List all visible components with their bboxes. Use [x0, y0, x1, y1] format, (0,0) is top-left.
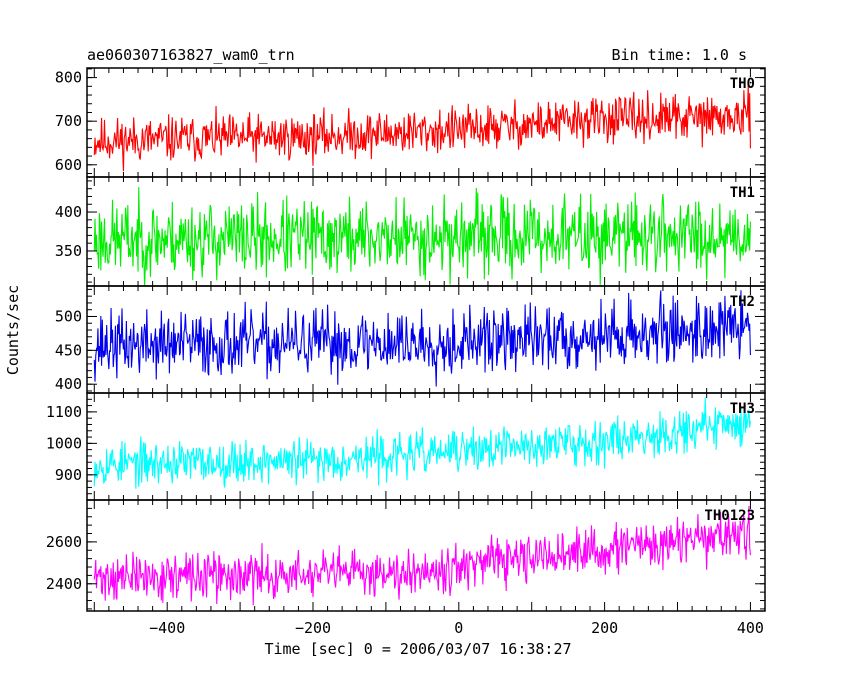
y-tick-label: 2600	[46, 533, 82, 551]
y-axis-label: Counts/sec	[4, 285, 22, 375]
series-line-th3	[93, 397, 751, 489]
chart-title: ae060307163827_wam0_trn	[87, 46, 295, 64]
x-axis-label: Time [sec] 0 = 2006/03/07 16:38:27	[264, 640, 571, 658]
panel-label: TH2	[730, 294, 755, 310]
panels-group: 600 700 800 TH0 350 400 TH1 400 450 500 TH2 900 1000…	[46, 67, 766, 612]
y-tick-label: 450	[55, 341, 82, 359]
y-tick-label: 400	[55, 375, 82, 393]
y-tick-label: 500	[55, 307, 82, 325]
panel-label: TH0123	[704, 508, 755, 524]
panel-label: TH0	[730, 76, 755, 92]
panel-th0123: 2400 2600 TH0123	[46, 499, 766, 612]
y-tick-label: 1000	[46, 434, 82, 452]
x-tick-label: −200	[295, 619, 331, 637]
y-tick-label: 800	[55, 69, 82, 87]
x-tick-label: 200	[591, 619, 618, 637]
x-tick-labels: −400 −200 0 200 400	[149, 619, 764, 637]
y-tick-label: 1100	[46, 403, 82, 421]
series-line-th0	[93, 84, 751, 172]
panel-label: TH3	[730, 401, 755, 417]
x-tick-label: 400	[737, 619, 764, 637]
x-tick-label: 0	[454, 619, 463, 637]
panel-label: TH1	[730, 185, 755, 201]
y-tick-label: 2400	[46, 575, 82, 593]
panel-frame	[86, 499, 766, 612]
x-tick-label: −400	[149, 619, 185, 637]
panel-th1: 350 400 TH1	[55, 176, 766, 287]
y-tick-label: 600	[55, 156, 82, 174]
y-tick-label: 350	[55, 242, 82, 260]
series-line-th0123	[93, 506, 751, 606]
y-tick-label: 700	[55, 112, 82, 130]
y-tick-label: 400	[55, 203, 82, 221]
y-tick-label: 900	[55, 466, 82, 484]
series-line-th2	[93, 290, 751, 387]
panel-th2: 400 450 500 TH2	[55, 285, 766, 394]
series-line-th1	[93, 186, 751, 286]
bin-time-label: Bin time: 1.0 s	[612, 46, 747, 64]
